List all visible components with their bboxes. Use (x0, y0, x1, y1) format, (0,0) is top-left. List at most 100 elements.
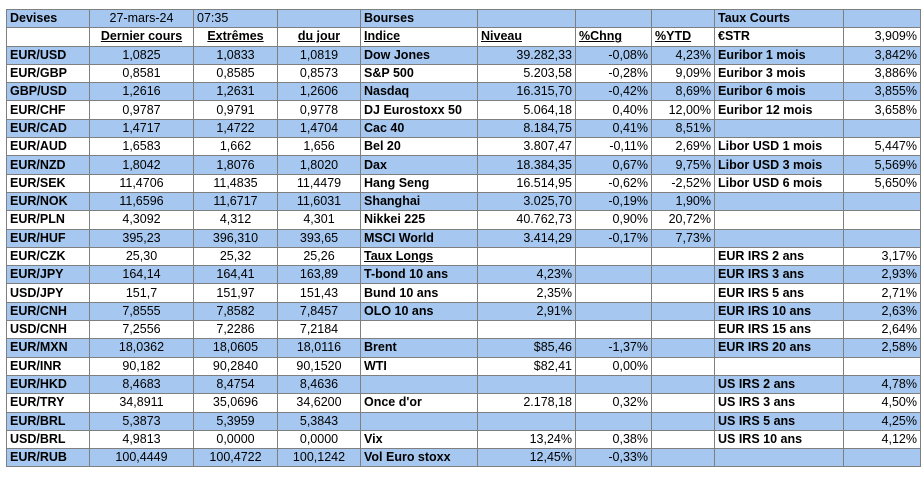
fx-pair-cell: EUR/AUD (6, 137, 90, 157)
fx-pair-cell: EUR/TRY (6, 393, 90, 413)
index-name-cell: DJ Eurostoxx 50 (360, 100, 478, 120)
rate-name-cell: EUR IRS 20 ans (714, 338, 844, 358)
index-level-cell: 12,45% (477, 448, 576, 468)
last-price-cell: 164,14 (89, 265, 194, 285)
rate-value-cell (843, 191, 921, 212)
rate-value-cell: 5,569% (843, 155, 921, 175)
high-price-cell: 1,8076 (193, 155, 278, 175)
empty-cell (843, 8, 921, 29)
table-row: EUR/HKD 8,4683 8,4754 8,4636 US IRS 2 ans 4,7… (6, 374, 921, 395)
rate-value-cell: 3,886% (843, 63, 921, 84)
low-price-cell: 163,89 (277, 265, 361, 285)
index-level-cell: 39.282,33 (477, 45, 576, 65)
table-row: EUR/AUD 1,6583 1,662 1,656 Bel 20 3.807,47 -0,… (6, 137, 921, 157)
col-dernier-cours: Dernier cours (89, 27, 194, 47)
fx-pair-cell: EUR/USD (6, 45, 90, 65)
table-row: USD/CNH 7,2556 7,2286 7,2184 EUR IRS 15 ans 2… (6, 320, 921, 340)
index-level-cell: 16.315,70 (477, 82, 576, 102)
empty-cell (6, 27, 90, 47)
change-pct-cell: 0,41% (575, 118, 652, 139)
high-price-cell: 0,9791 (193, 100, 278, 120)
index-name-cell: Shanghai (360, 191, 478, 212)
last-price-cell: 151,7 (89, 283, 194, 303)
fx-pair-cell: EUR/CAD (6, 118, 90, 139)
index-name-cell: S&P 500 (360, 63, 478, 84)
index-name-cell: OLO 10 ans (360, 301, 478, 322)
index-name-cell: Nikkei 225 (360, 210, 478, 230)
index-name-cell: MSCI World (360, 228, 478, 248)
fx-pair-cell: EUR/CHF (6, 100, 90, 120)
last-price-cell: 34,8911 (89, 393, 194, 413)
change-pct-cell (575, 265, 652, 285)
change-pct-cell (575, 320, 652, 340)
rate-name-cell: Euribor 12 mois (714, 100, 844, 120)
ytd-pct-cell: 2,69% (651, 137, 715, 157)
high-price-cell: 25,32 (193, 246, 278, 267)
rate-name-cell: EUR IRS 15 ans (714, 320, 844, 340)
high-price-cell: 1,2631 (193, 82, 278, 102)
index-name-cell: Hang Seng (360, 173, 478, 193)
high-price-cell: 18,0605 (193, 338, 278, 358)
empty-cell (575, 8, 652, 29)
table-row: GBP/USD 1,2616 1,2631 1,2606 Nasdaq 16.315,70… (6, 82, 921, 102)
col-niveau: Niveau (477, 27, 576, 47)
index-level-cell: $82,41 (477, 356, 576, 376)
last-price-cell: 4,3092 (89, 210, 194, 230)
high-price-cell: 1,4722 (193, 118, 278, 139)
rate-value-cell: 3,658% (843, 100, 921, 120)
rate-value-cell (843, 448, 921, 468)
fx-pair-cell: EUR/GBP (6, 63, 90, 84)
last-price-cell: 1,2616 (89, 82, 194, 102)
ytd-pct-cell (651, 429, 715, 450)
ytd-pct-cell: 4,23% (651, 45, 715, 65)
time-label: 07:35 (193, 8, 278, 29)
bourses-header: Bourses (360, 8, 478, 29)
rate-value-cell: 3,855% (843, 82, 921, 102)
rate-name-cell (714, 228, 844, 248)
high-price-cell: 0,8585 (193, 63, 278, 84)
index-level-cell (477, 374, 576, 395)
ytd-pct-cell: 20,72% (651, 210, 715, 230)
high-price-cell: 151,97 (193, 283, 278, 303)
col-extremes: Extrêmes (193, 27, 278, 47)
high-price-cell: 0,0000 (193, 429, 278, 450)
rate-value-cell: 4,12% (843, 429, 921, 450)
table-row: EUR/MXN 18,0362 18,0605 18,0116 Brent $85,46-… (6, 338, 921, 358)
rate-name-cell: EUR IRS 5 ans (714, 283, 844, 303)
ytd-pct-cell (651, 246, 715, 267)
rate-name-cell: Euribor 6 mois (714, 82, 844, 102)
index-name-cell: Bund 10 ans (360, 283, 478, 303)
change-pct-cell (575, 246, 652, 267)
rate-value-cell: 2,63% (843, 301, 921, 322)
low-price-cell: 1,656 (277, 137, 361, 157)
ytd-pct-cell: 12,00% (651, 100, 715, 120)
table-row: EUR/TRY 34,8911 35,0696 34,6200 Once d'or 2.1… (6, 393, 921, 413)
index-name-cell: Brent (360, 338, 478, 358)
index-level-cell: 18.384,35 (477, 155, 576, 175)
low-price-cell: 0,0000 (277, 429, 361, 450)
ytd-pct-cell (651, 265, 715, 285)
rate-value-cell (843, 210, 921, 230)
change-pct-cell (575, 411, 652, 431)
ytd-pct-cell (651, 320, 715, 340)
last-price-cell: 0,8581 (89, 63, 194, 84)
index-level-cell: 3.025,70 (477, 191, 576, 212)
rate-value-cell: 4,50% (843, 393, 921, 413)
col-chng: %Chng (575, 27, 652, 47)
ytd-pct-cell (651, 301, 715, 322)
ytd-pct-cell (651, 374, 715, 395)
high-price-cell: 8,4754 (193, 374, 278, 395)
low-price-cell: 4,301 (277, 210, 361, 230)
table-row: EUR/USD 1,0825 1,0833 1,0819 Dow Jones 39.282… (6, 45, 921, 65)
rate-name-cell: Libor USD 1 mois (714, 137, 844, 157)
ytd-pct-cell: -2,52% (651, 173, 715, 193)
high-price-cell: 1,0833 (193, 45, 278, 65)
last-price-cell: 25,30 (89, 246, 194, 267)
change-pct-cell: -0,62% (575, 173, 652, 193)
high-price-cell: 90,2840 (193, 356, 278, 376)
table-row: EUR/CHF 0,9787 0,9791 0,9778 DJ Eurostoxx 50… (6, 100, 921, 120)
last-price-cell: 11,4706 (89, 173, 194, 193)
fx-pair-cell: EUR/NOK (6, 191, 90, 212)
table-row: EUR/BRL 5,3873 5,3959 5,3843 US IRS 5 ans 4,2… (6, 411, 921, 431)
index-name-cell: Nasdaq (360, 82, 478, 102)
